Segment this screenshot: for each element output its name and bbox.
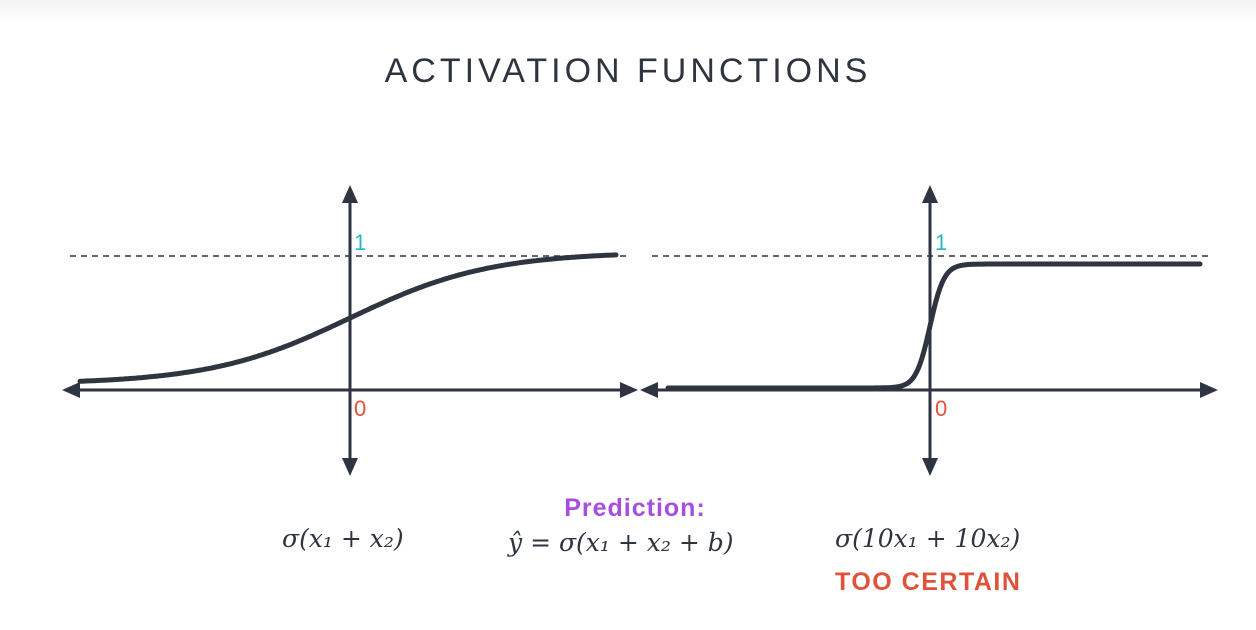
right-plot: 1 0 [640,185,1218,476]
left-y-axis-arrow-down [342,458,358,476]
left-sigmoid-curve [77,252,619,384]
too-certain-warning: TOO CERTAIN [835,568,1022,596]
left-plot: 1 0 [62,185,638,476]
right-y-axis-arrow-down [922,458,938,476]
right-formula: σ(10x₁ + 10x₂) [835,524,1021,553]
right-sigmoid-curve [665,261,1203,391]
prediction-label: Prediction: [564,494,706,522]
prediction-formula: ŷ = σ(x₁ + x₂ + b) [508,528,734,557]
top-bar [0,0,1256,22]
right-y-axis-arrow-up [922,185,938,203]
left-label-zero: 0 [354,396,366,421]
left-x-axis-arrow-left [62,382,80,398]
right-label-zero: 0 [935,396,947,421]
page-title: ACTIVATION FUNCTIONS [384,52,872,90]
left-label-one: 1 [354,230,366,255]
left-x-axis-arrow-right [620,382,638,398]
left-formula: σ(x₁ + x₂) [282,524,404,553]
right-x-axis-arrow-right [1200,382,1218,398]
right-x-axis-arrow-left [640,382,658,398]
left-y-axis-arrow-up [342,185,358,203]
right-label-one: 1 [935,230,947,255]
